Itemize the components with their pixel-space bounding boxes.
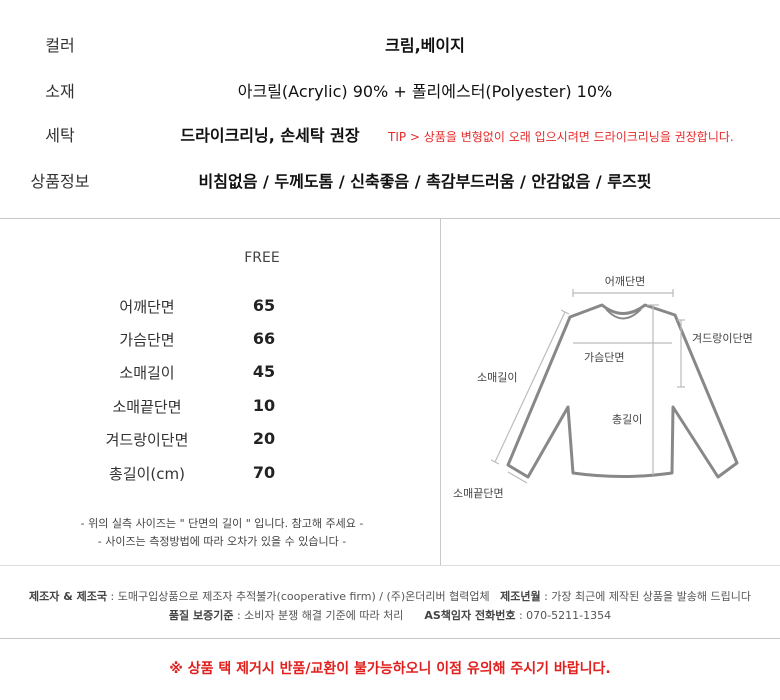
- divider: [0, 638, 780, 639]
- maker-label: 제조자 & 제조국: [29, 590, 108, 603]
- date-label: 제조년월: [500, 590, 541, 603]
- quality-label: 품질 보증기준: [168, 609, 234, 622]
- size-label: 겨드랑이단면: [105, 431, 189, 449]
- size-value: 65: [252, 296, 276, 315]
- size-label: 가슴단면: [119, 331, 175, 349]
- material-label: 소재: [45, 82, 75, 101]
- quality-value: : 소비자 분쟁 해결 기준에 따라 처리: [233, 609, 404, 622]
- chest-label: 가슴단면: [584, 351, 624, 364]
- date-value: : 가장 최근에 제작된 상품을 발송해 드립니다: [540, 590, 751, 603]
- return-notice: ※ 상품 택 제거시 반품/교환이 불가능하오니 이점 유의해 주시기 바랍니다…: [169, 661, 611, 677]
- footer-line-2: 품질 보증기준 : 소비자 분쟁 해결 기준에 따라 처리 AS책임자 전화번호…: [169, 607, 611, 623]
- as-label: AS책임자 전화번호: [424, 609, 516, 622]
- size-label: 총길이(cm): [109, 465, 185, 483]
- size-note: - 사이즈는 측정방법에 따라 오차가 있을 수 있습니다 -: [97, 535, 347, 548]
- measure-lines: [490, 289, 685, 484]
- as-value: : 070-5211-1354: [515, 609, 612, 622]
- wash-tip: TIP > 상품을 변형없이 오래 입으시려면 드라이크리닝을 권장합니다.: [388, 130, 734, 144]
- divider: [0, 218, 780, 219]
- cuff-label: 소매끝단면: [453, 487, 504, 500]
- wash-value: 드라이크리닝, 손세탁 권장: [180, 126, 360, 145]
- size-label: 소매길이: [119, 364, 175, 382]
- maker-value: : 도매구입상품으로 제조자 추적불가(cooperative firm) / …: [107, 590, 490, 603]
- size-value: 45: [252, 362, 276, 381]
- armpit-label: 겨드랑이단면: [692, 332, 753, 345]
- divider: [0, 565, 780, 566]
- size-value: 20: [252, 429, 276, 448]
- footer-line-1: 제조자 & 제조국 : 도매구입상품으로 제조자 추적불가(cooperativ…: [29, 588, 751, 604]
- product-info-label: 상품정보: [30, 172, 90, 191]
- color-label: 컬러: [45, 36, 75, 55]
- divider: [440, 218, 441, 566]
- size-label: 어깨단면: [119, 298, 175, 316]
- wash-label: 세탁: [45, 126, 75, 145]
- size-value: 10: [252, 396, 276, 415]
- size-label: 소매끝단면: [112, 398, 182, 416]
- size-header: FREE: [244, 250, 280, 266]
- material-value: 아크릴(Acrylic) 90% + 폴리에스터(Polyester) 10%: [237, 82, 613, 101]
- sweater-outline: [506, 303, 739, 479]
- size-value: 66: [252, 329, 276, 348]
- color-value: 크림,베이지: [385, 36, 465, 55]
- length-label: 총길이: [612, 413, 642, 426]
- shoulder-label: 어깨단면: [605, 275, 645, 288]
- sleeve-label: 소매길이: [477, 371, 517, 384]
- size-note: - 위의 실측 사이즈는 " 단면의 길이 " 입니다. 참고해 주세요 -: [80, 517, 364, 530]
- product-info-value: 비침없음 / 두께도톰 / 신축좋음 / 촉감부드러움 / 안감없음 / 루즈핏: [198, 172, 652, 191]
- size-value: 70: [252, 463, 276, 482]
